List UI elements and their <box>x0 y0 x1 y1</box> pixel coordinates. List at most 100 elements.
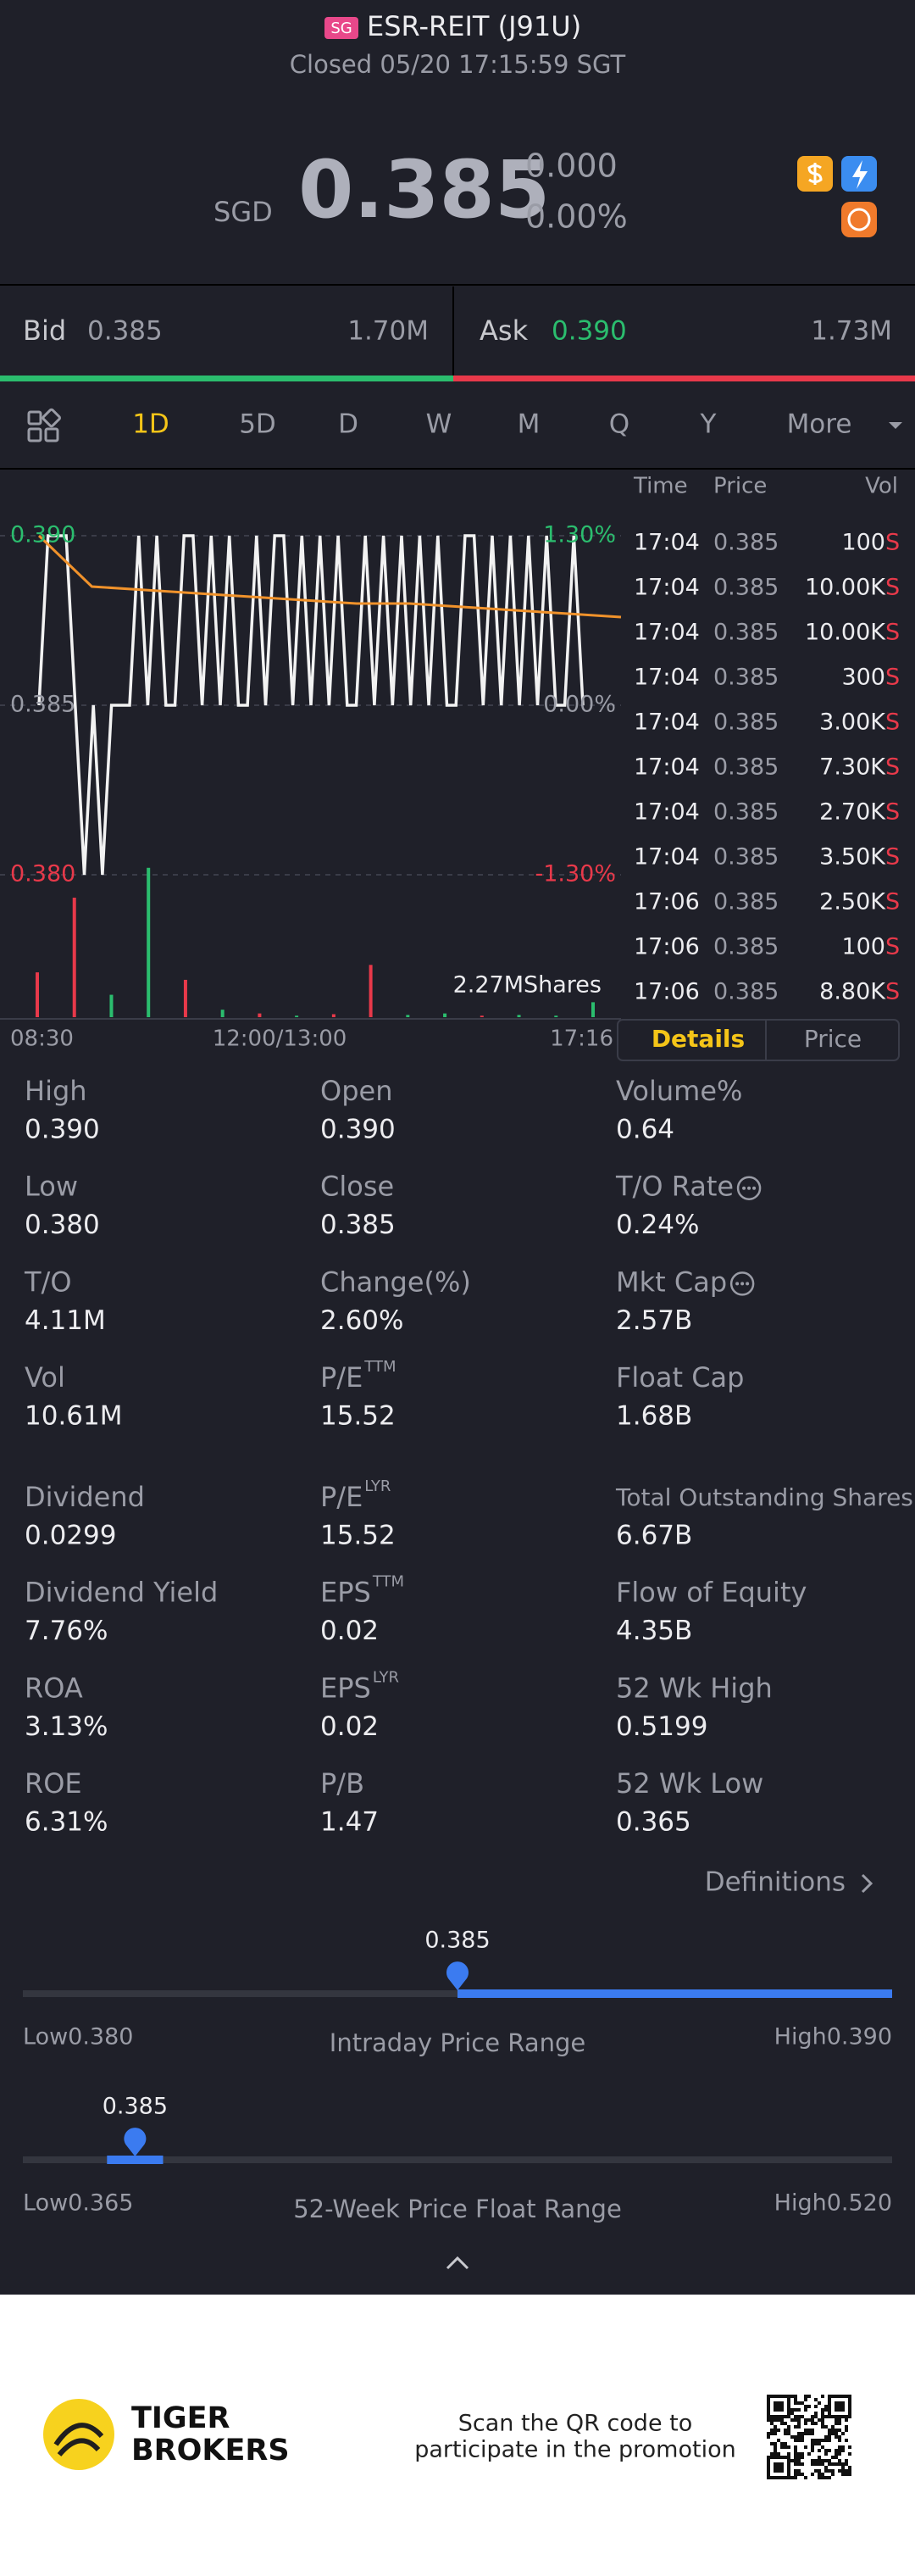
info-icon[interactable] <box>736 1176 762 1200</box>
definitions-chevron[interactable] <box>861 1873 873 1894</box>
qr-cell <box>774 2415 777 2418</box>
qr-cell <box>801 2456 804 2459</box>
footer-background <box>0 2295 915 2576</box>
volume-bar <box>480 1015 484 1017</box>
qr-cell <box>774 2408 777 2412</box>
qr-cell <box>835 2405 838 2408</box>
qr-cell <box>784 2445 787 2449</box>
change: 0.000 <box>525 147 618 185</box>
qr-cell <box>828 2432 831 2435</box>
stat-value: 2.60% <box>320 1305 403 1336</box>
qr-cell <box>790 2476 794 2479</box>
qr-cell <box>787 2452 790 2456</box>
stat-value: 7.76% <box>25 1616 108 1646</box>
trade-side: S <box>885 530 900 556</box>
qr-cell <box>811 2473 814 2476</box>
qr-cell <box>831 2395 835 2398</box>
trade-side: S <box>885 934 900 960</box>
qr-cell <box>770 2452 774 2456</box>
qr-cell <box>824 2469 828 2473</box>
qr-cell <box>787 2401 790 2405</box>
brand: TIGER <box>131 2401 230 2435</box>
qr-cell <box>774 2395 777 2398</box>
info-icon[interactable] <box>729 1271 755 1296</box>
qr-cell <box>790 2412 794 2415</box>
trade-side: S <box>885 844 900 871</box>
period-tab[interactable]: More <box>787 409 852 440</box>
icon-swap[interactable] <box>841 202 877 237</box>
volume-bar <box>258 1013 262 1017</box>
period-tab[interactable]: Y <box>700 409 717 440</box>
qr-cell <box>780 2445 784 2449</box>
qr-cell <box>828 2395 831 2398</box>
detail-tab[interactable]: Price <box>804 1025 862 1053</box>
period-tab[interactable]: Q <box>609 409 629 440</box>
qr-cell <box>801 2462 804 2466</box>
stat-value: 0.0299 <box>25 1521 116 1551</box>
promo: participate in the promotion <box>414 2437 735 2463</box>
qr-cell <box>828 2439 831 2442</box>
qr-cell <box>797 2469 801 2473</box>
qr-cell <box>797 2435 801 2439</box>
period-tab[interactable]: M <box>518 409 541 440</box>
trade-time: 17:04 <box>634 530 700 556</box>
detail-tab[interactable]: Details <box>652 1025 745 1053</box>
qr-cell <box>807 2452 811 2456</box>
y-tick-label: 0.380 <box>10 861 75 887</box>
qr-cell <box>811 2439 814 2442</box>
qr-cell <box>780 2415 784 2418</box>
qr-cell <box>835 2422 838 2425</box>
qr-cell <box>774 2418 777 2422</box>
period-tab[interactable]: 1D <box>132 409 169 440</box>
qr-cell <box>841 2473 845 2476</box>
qr-cell <box>777 2395 780 2398</box>
period-tab[interactable]: 5D <box>239 409 276 440</box>
trade-time: 17:06 <box>634 934 700 960</box>
qr-cell <box>770 2456 774 2459</box>
qr-cell <box>848 2469 851 2473</box>
qr-cell <box>841 2462 845 2466</box>
stat-value: 0.02 <box>320 1616 379 1646</box>
qr-cell <box>848 2466 851 2469</box>
qr-cell <box>845 2418 848 2422</box>
qr-cell <box>770 2429 774 2432</box>
trade-vol: 100 <box>841 934 885 960</box>
ask-bar <box>453 376 915 381</box>
qr-cell <box>835 2415 838 2418</box>
menu-icon[interactable] <box>27 408 61 442</box>
volume-bar <box>147 867 151 1017</box>
qr-cell <box>824 2452 828 2456</box>
qr-cell <box>794 2401 797 2405</box>
qr-cell <box>780 2462 784 2466</box>
qr-cell <box>848 2398 851 2401</box>
badge: SG <box>330 19 352 37</box>
qr-cell <box>835 2432 838 2435</box>
qr-cell <box>794 2452 797 2456</box>
stat-label: 52 Wk High <box>616 1672 773 1704</box>
qr-cell <box>824 2425 828 2429</box>
period-tab[interactable]: D <box>338 409 358 440</box>
qr-cell <box>794 2415 797 2418</box>
qr-cell <box>814 2469 818 2473</box>
trade-side: S <box>885 979 900 1005</box>
period-tab[interactable]: W <box>426 409 452 440</box>
stat-label-sup: TTM <box>363 1358 396 1376</box>
qr-cell <box>797 2422 801 2425</box>
definitions-link[interactable]: Definitions <box>705 1867 846 1898</box>
qr-cell <box>831 2425 835 2429</box>
qr-cell <box>811 2459 814 2462</box>
qr-cell <box>828 2459 831 2462</box>
y-tick-label: 0.390 <box>10 522 75 548</box>
qr-cell <box>821 2459 824 2462</box>
qr-cell <box>801 2435 804 2439</box>
bid: 0.385 <box>87 316 163 347</box>
stat-value: 6.67B <box>616 1521 692 1551</box>
qr-cell <box>787 2408 790 2412</box>
qr-cell <box>770 2476 774 2479</box>
more-arrow[interactable] <box>889 422 902 429</box>
collapse-chevron[interactable] <box>446 2256 469 2270</box>
trade-price: 0.385 <box>713 844 779 871</box>
qr-cell <box>838 2422 841 2425</box>
qr-cell <box>807 2432 811 2435</box>
volume-bar <box>331 1014 336 1017</box>
